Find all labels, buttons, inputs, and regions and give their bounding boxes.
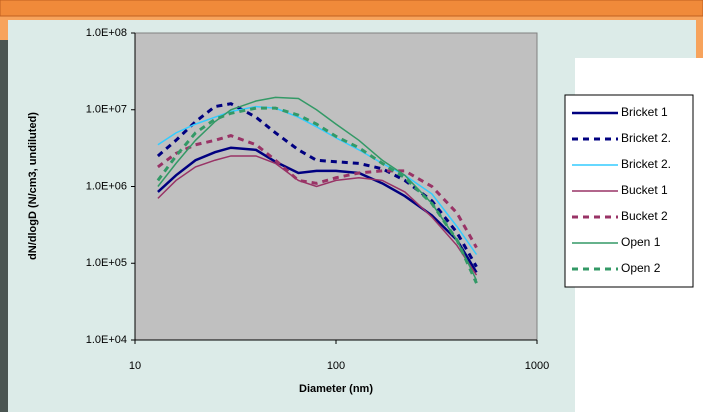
legend-label: Bricket 2.	[621, 131, 671, 145]
x-tick-label: 1000	[525, 360, 549, 372]
y-tick-label: 1.0E+06	[86, 180, 127, 192]
x-tick-label: 100	[327, 360, 345, 372]
series-line	[157, 134, 478, 249]
plot-area	[134, 32, 538, 341]
y-tick-label: 1.0E+08	[86, 27, 127, 39]
y-tick-label: 1.0E+04	[86, 334, 127, 346]
y-tick-label: 1.0E+05	[86, 257, 127, 269]
legend-label: Open 2	[621, 261, 661, 275]
x-tick-label: 10	[129, 360, 141, 372]
legend-label: Bricket 2.	[621, 157, 671, 171]
edge-photo	[0, 40, 8, 412]
legend-label: Bricket 1	[621, 105, 668, 119]
series-line	[157, 105, 478, 255]
x-axis-title: Diameter (nm)	[299, 383, 373, 395]
y-tick-label: 1.0E+07	[86, 104, 127, 116]
y-axis-title: dN/dlogD (N/cm3, undiluted)	[27, 112, 39, 260]
series-line	[157, 155, 478, 276]
series-line	[157, 146, 478, 274]
series-line	[156, 106, 478, 284]
legend-label: Open 1	[621, 235, 661, 249]
legend-label: Bucket 1	[621, 183, 668, 197]
legend-label: Bucket 2	[621, 209, 668, 223]
top-bar	[0, 0, 703, 17]
